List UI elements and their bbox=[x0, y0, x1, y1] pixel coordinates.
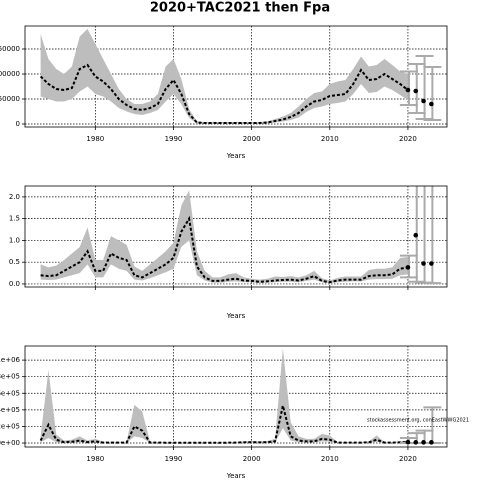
projection-point bbox=[429, 440, 434, 445]
projection-point bbox=[413, 440, 419, 445]
y-tick-label: 50000 bbox=[0, 95, 20, 103]
y-tick-label: 1e+06 bbox=[0, 356, 21, 364]
confidence-band bbox=[40, 29, 408, 124]
projection-point bbox=[413, 232, 419, 238]
x-tick-label: 2010 bbox=[321, 455, 339, 463]
y-tick-label: 0.5 bbox=[9, 258, 20, 266]
projection-point bbox=[421, 98, 426, 104]
plot-frame bbox=[24, 25, 448, 128]
y-tick-label: 0 bbox=[16, 120, 20, 128]
y-tick-label: 2e+05 bbox=[0, 422, 20, 430]
y-tick-label: 2.0 bbox=[9, 193, 20, 201]
estimate-line bbox=[39, 405, 408, 444]
y-tick-label: 0.0 bbox=[9, 280, 20, 288]
projection-point bbox=[405, 439, 411, 445]
plot-frame bbox=[24, 345, 448, 448]
x-axis-label: Years bbox=[226, 152, 246, 160]
projection-point bbox=[429, 261, 434, 266]
projection-point bbox=[429, 101, 434, 107]
x-tick-label: 1980 bbox=[86, 455, 104, 463]
plot-area bbox=[25, 346, 447, 447]
y-tick-label: 6e+05 bbox=[0, 389, 20, 397]
y-tick-label: 1.0 bbox=[9, 236, 20, 244]
plot-area bbox=[25, 26, 447, 127]
x-tick-label: 2000 bbox=[243, 135, 261, 143]
annotation: stockassessment.org, conEastWWG2021 bbox=[367, 418, 469, 424]
x-tick-label: 1980 bbox=[86, 135, 104, 143]
chart-title: 2020+TAC2021 then Fpa bbox=[150, 1, 330, 16]
x-tick-label: 1990 bbox=[165, 135, 183, 143]
projection-point bbox=[405, 87, 411, 93]
plot-area bbox=[25, 186, 447, 287]
projection-point bbox=[413, 88, 419, 94]
x-tick-label: 2010 bbox=[321, 135, 339, 143]
confidence-band bbox=[40, 190, 408, 284]
y-tick-label: 8e+05 bbox=[0, 373, 20, 381]
y-tick-label: 4e+05 bbox=[0, 406, 20, 414]
y-tick-label: 150000 bbox=[0, 45, 20, 53]
x-tick-label: 2000 bbox=[243, 455, 261, 463]
y-tick-label: 1.5 bbox=[9, 215, 20, 223]
y-tick-label: 0e+00 bbox=[0, 439, 20, 447]
projection-point bbox=[405, 265, 411, 270]
x-tick-label: 1990 bbox=[165, 455, 183, 463]
x-axis-label: Years bbox=[226, 312, 246, 320]
x-tick-label: 2020 bbox=[399, 455, 417, 463]
confidence-band bbox=[40, 348, 408, 443]
x-tick-label: 2020 bbox=[399, 135, 417, 143]
plot-frame bbox=[24, 185, 448, 288]
y-tick-label: 100000 bbox=[0, 70, 20, 78]
projection-point bbox=[421, 261, 426, 266]
x-axis-label: Years bbox=[226, 472, 246, 480]
estimate-line bbox=[39, 63, 409, 124]
projection-point bbox=[421, 440, 426, 445]
